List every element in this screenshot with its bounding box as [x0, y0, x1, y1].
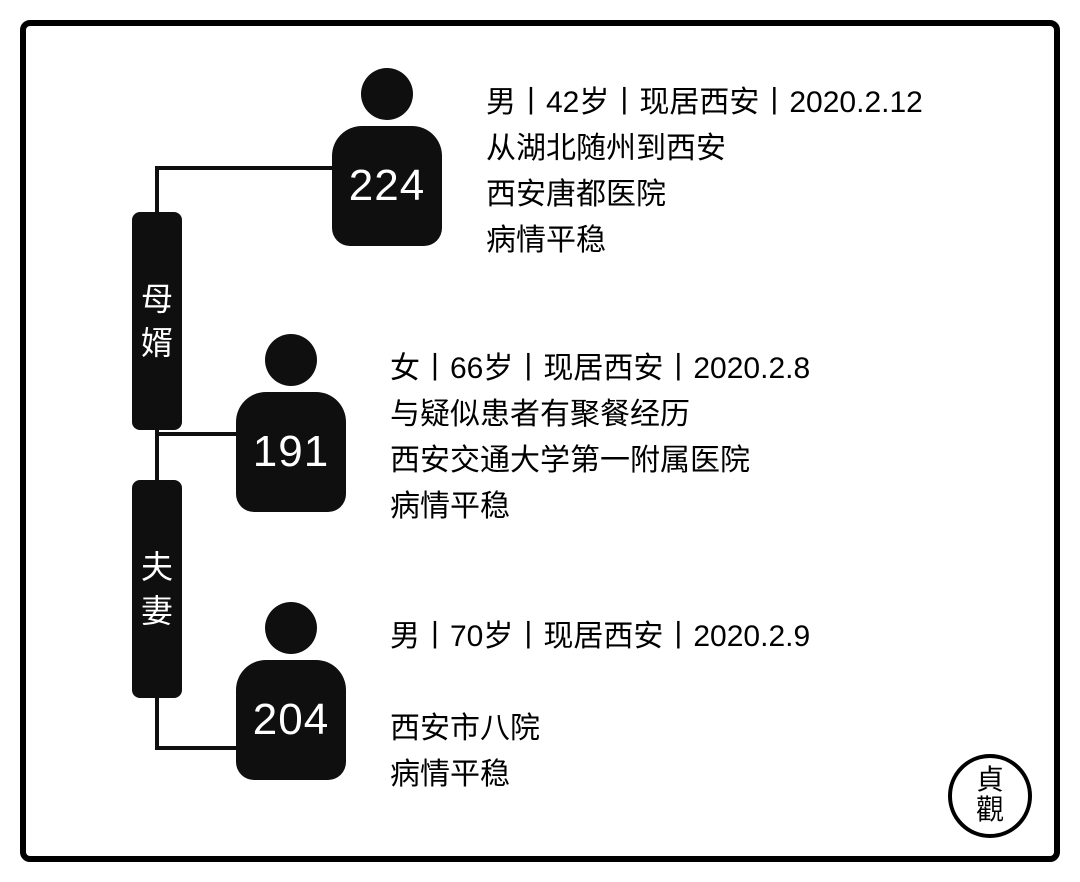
connector-line	[155, 746, 236, 750]
person-number: 224	[349, 161, 425, 211]
person-p191: 191	[236, 334, 346, 512]
logo-char: 貞	[976, 766, 1004, 796]
connector-line	[155, 436, 159, 480]
info-line: 病情平稳	[390, 484, 810, 530]
connector-line	[155, 698, 159, 746]
info-line: 从湖北随州到西安	[486, 126, 923, 172]
relation-char: 婿	[141, 321, 173, 365]
diagram-canvas: 224 男丨42岁丨现居西安丨2020.2.12 从湖北随州到西安 西安唐都医院…	[26, 26, 1054, 856]
relation-char: 夫	[141, 545, 173, 589]
info-line: 女丨66岁丨现居西安丨2020.2.8	[390, 346, 810, 392]
info-line: 病情平稳	[486, 218, 923, 264]
person-body-icon: 204	[236, 660, 346, 780]
logo-char: 觀	[976, 796, 1004, 826]
person-head-icon	[361, 68, 413, 120]
person-body-icon: 191	[236, 392, 346, 512]
connector-line	[155, 166, 332, 170]
outer-frame: 224 男丨42岁丨现居西安丨2020.2.12 从湖北随州到西安 西安唐都医院…	[20, 20, 1060, 862]
info-line: 病情平稳	[390, 752, 810, 798]
info-line: 男丨70岁丨现居西安丨2020.2.9	[390, 614, 810, 660]
person-info-p204: 男丨70岁丨现居西安丨2020.2.9 西安市八院 病情平稳	[390, 614, 810, 798]
info-line: 男丨42岁丨现居西安丨2020.2.12	[486, 80, 923, 126]
info-line	[390, 660, 810, 706]
person-number: 204	[253, 695, 329, 745]
connector-line	[155, 166, 159, 212]
person-p204: 204	[236, 602, 346, 780]
person-p224: 224	[332, 68, 442, 246]
info-line: 与疑似患者有聚餐经历	[390, 392, 810, 438]
relation-char: 妻	[141, 589, 173, 633]
relation-box-rel1: 母 婿	[132, 212, 182, 430]
person-head-icon	[265, 334, 317, 386]
person-number: 191	[253, 427, 329, 477]
relation-char: 母	[141, 277, 173, 321]
info-line: 西安市八院	[390, 706, 810, 752]
info-line: 西安交通大学第一附属医院	[390, 438, 810, 484]
person-body-icon: 224	[332, 126, 442, 246]
logo-stamp: 貞 觀	[948, 754, 1032, 838]
connector-line	[155, 432, 236, 436]
person-info-p191: 女丨66岁丨现居西安丨2020.2.8 与疑似患者有聚餐经历 西安交通大学第一附…	[390, 346, 810, 530]
person-head-icon	[265, 602, 317, 654]
relation-box-rel2: 夫 妻	[132, 480, 182, 698]
info-line: 西安唐都医院	[486, 172, 923, 218]
person-info-p224: 男丨42岁丨现居西安丨2020.2.12 从湖北随州到西安 西安唐都医院 病情平…	[486, 80, 923, 264]
